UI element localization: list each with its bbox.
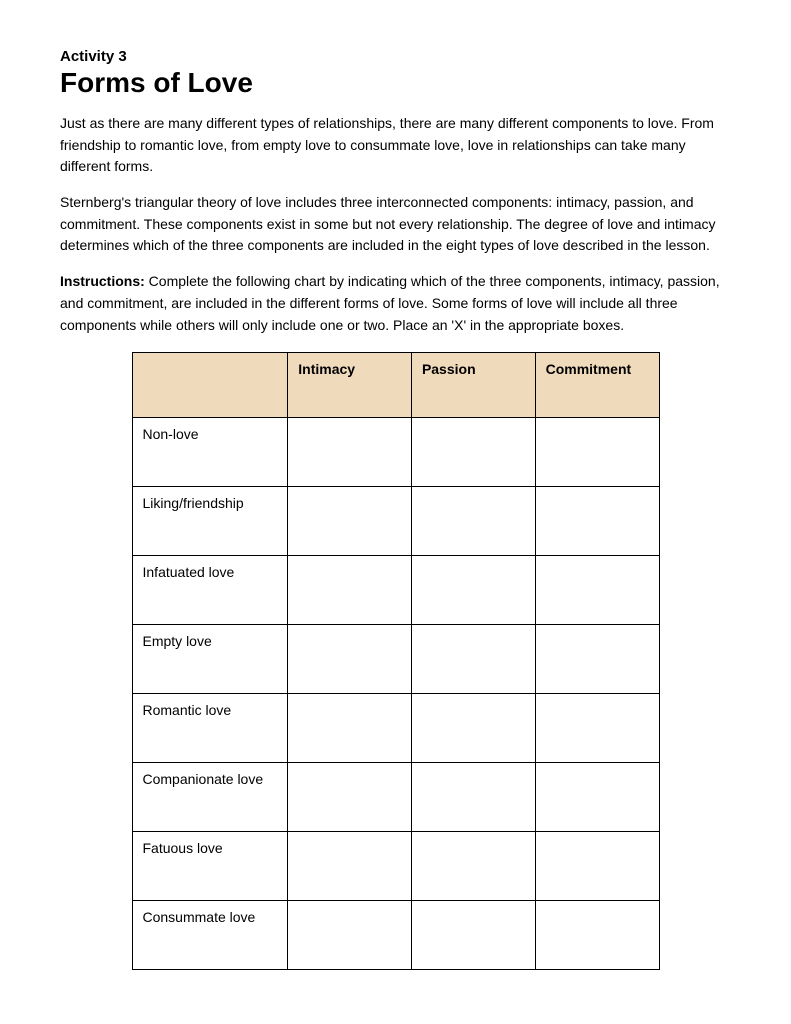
table-row: Romantic love xyxy=(132,694,659,763)
table-row: Consummate love xyxy=(132,901,659,970)
instructions-text: Complete the following chart by indicati… xyxy=(60,273,720,332)
table-row: Liking/friendship xyxy=(132,487,659,556)
chart-cell[interactable] xyxy=(411,832,535,901)
chart-cell[interactable] xyxy=(288,556,412,625)
chart-cell[interactable] xyxy=(411,763,535,832)
chart-col-commitment: Commitment xyxy=(535,353,659,418)
chart-cell[interactable] xyxy=(288,901,412,970)
row-label: Companionate love xyxy=(132,763,288,832)
chart-cell[interactable] xyxy=(535,763,659,832)
chart-cell[interactable] xyxy=(411,418,535,487)
table-row: Empty love xyxy=(132,625,659,694)
chart-cell[interactable] xyxy=(411,694,535,763)
chart-col-intimacy: Intimacy xyxy=(288,353,412,418)
row-label: Romantic love xyxy=(132,694,288,763)
chart-cell[interactable] xyxy=(411,901,535,970)
table-row: Non-love xyxy=(132,418,659,487)
chart-cell[interactable] xyxy=(288,763,412,832)
row-label: Liking/friendship xyxy=(132,487,288,556)
chart-cell[interactable] xyxy=(288,832,412,901)
chart-cell[interactable] xyxy=(535,694,659,763)
instructions-label: Instructions: xyxy=(60,273,145,289)
chart-blank-header xyxy=(132,353,288,418)
chart-cell[interactable] xyxy=(535,625,659,694)
chart-cell[interactable] xyxy=(288,487,412,556)
table-row: Infatuated love xyxy=(132,556,659,625)
row-label: Infatuated love xyxy=(132,556,288,625)
chart-cell[interactable] xyxy=(411,487,535,556)
chart-cell[interactable] xyxy=(288,625,412,694)
chart-cell[interactable] xyxy=(535,832,659,901)
chart-cell[interactable] xyxy=(535,418,659,487)
chart-col-passion: Passion xyxy=(411,353,535,418)
instructions-paragraph: Instructions: Complete the following cha… xyxy=(60,271,731,336)
page-title: Forms of Love xyxy=(60,67,731,99)
chart-cell[interactable] xyxy=(535,901,659,970)
chart-cell[interactable] xyxy=(535,487,659,556)
row-label: Non-love xyxy=(132,418,288,487)
chart-cell[interactable] xyxy=(288,418,412,487)
chart-cell[interactable] xyxy=(288,694,412,763)
table-row: Fatuous love xyxy=(132,832,659,901)
intro-paragraph-1: Just as there are many different types o… xyxy=(60,113,731,178)
row-label: Fatuous love xyxy=(132,832,288,901)
chart-cell[interactable] xyxy=(411,556,535,625)
table-row: Companionate love xyxy=(132,763,659,832)
activity-number: Activity 3 xyxy=(60,48,731,65)
chart-cell[interactable] xyxy=(411,625,535,694)
chart-cell[interactable] xyxy=(535,556,659,625)
row-label: Consummate love xyxy=(132,901,288,970)
forms-of-love-chart: Intimacy Passion Commitment Non-love Lik… xyxy=(132,352,660,970)
row-label: Empty love xyxy=(132,625,288,694)
chart-header-row: Intimacy Passion Commitment xyxy=(132,353,659,418)
intro-paragraph-2: Sternberg's triangular theory of love in… xyxy=(60,192,731,257)
